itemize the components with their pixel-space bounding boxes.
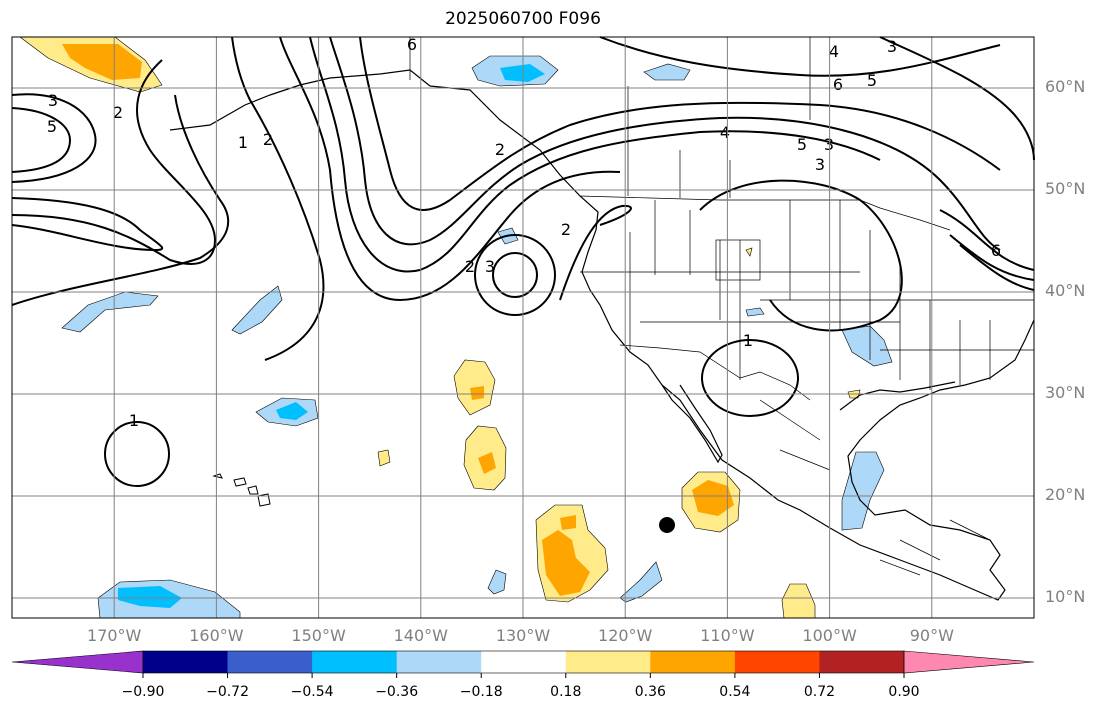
contours xyxy=(11,36,1035,487)
lon-label: 90°W xyxy=(909,626,954,645)
mexico-states xyxy=(759,399,991,576)
positive-anomaly-core xyxy=(560,515,576,530)
contour-label: 2 xyxy=(263,130,273,149)
contour-label: 5 xyxy=(797,135,807,154)
north-america-coastline xyxy=(429,85,1035,601)
contour-label: 2 xyxy=(495,140,505,159)
baja-coastline xyxy=(661,384,723,464)
lat-label: 10°N xyxy=(1045,587,1086,606)
colorbar-tick-label: −0.18 xyxy=(459,684,503,700)
colorbar-tick-label: −0.36 xyxy=(375,684,419,700)
positive-anomaly-core xyxy=(542,530,590,596)
contour-label: 1 xyxy=(743,331,753,350)
map-title: 2025060700 F096 xyxy=(445,9,601,29)
colorbar-segment xyxy=(650,651,736,673)
colorbar-segment xyxy=(734,651,820,673)
colorbar xyxy=(11,650,1035,678)
contour-label: 2 xyxy=(113,103,123,122)
colorbar-segment xyxy=(227,651,313,673)
location-marker xyxy=(659,517,675,533)
colorbar-tick-label: 0.90 xyxy=(888,684,920,700)
colorbar-segment xyxy=(819,651,905,673)
lat-label: 40°N xyxy=(1045,281,1086,300)
positive-anomaly-core xyxy=(62,44,142,80)
colorbar-extend-max xyxy=(903,650,1035,674)
lon-label: 110°W xyxy=(700,626,755,645)
negative-anomaly-region xyxy=(745,307,765,317)
contour-label: 1 xyxy=(238,133,248,152)
contour-label: 3 xyxy=(824,135,834,154)
colorbar-tick-label: 0.36 xyxy=(634,684,666,700)
lon-label: 100°W xyxy=(802,626,857,645)
map-border xyxy=(11,36,1035,619)
lon-label: 170°W xyxy=(87,626,142,645)
contour-label: 3 xyxy=(485,257,495,276)
contour-label: 6 xyxy=(833,75,843,94)
colorbar-tick-label: 0.54 xyxy=(719,684,751,700)
lat-label: 50°N xyxy=(1045,179,1086,198)
lon-label: 160°W xyxy=(189,626,244,645)
contour-label: 3 xyxy=(815,155,825,174)
contour-label: 5 xyxy=(867,71,877,90)
colorbar-segment xyxy=(565,651,651,673)
contour-label: 4 xyxy=(829,42,839,61)
us-canada-border xyxy=(579,195,951,231)
negative-anomaly-region xyxy=(487,569,507,595)
contour-low-offshore xyxy=(474,234,556,316)
negative-anomaly-core xyxy=(118,586,182,608)
positive-anomaly-core xyxy=(478,452,496,474)
contour-label: 4 xyxy=(720,123,730,142)
colorbar-tick-label: 0.72 xyxy=(803,684,836,700)
contour-low xyxy=(104,421,170,487)
contour-mexico-low xyxy=(701,339,799,417)
lon-label: 130°W xyxy=(495,626,551,645)
positive-anomaly-region xyxy=(745,247,753,257)
colorbar-segment xyxy=(312,651,398,673)
contour-label: 3 xyxy=(48,91,58,110)
positive-anomaly-core xyxy=(692,480,734,516)
colorbar-segment xyxy=(396,651,482,673)
colorbar-tick-label: −0.72 xyxy=(206,684,249,700)
colorbar-tick-label: −0.54 xyxy=(290,684,334,700)
lat-label: 20°N xyxy=(1045,485,1086,504)
colorbar-extend-min xyxy=(11,650,144,674)
hawaii-islands xyxy=(212,473,271,507)
lat-label: 30°N xyxy=(1045,383,1086,402)
contour-label: 6 xyxy=(991,241,1001,260)
lon-label: 150°W xyxy=(291,626,346,645)
negative-anomaly-core xyxy=(276,402,308,420)
contour-label: 2 xyxy=(561,220,571,239)
positive-anomaly-core xyxy=(470,386,484,400)
colorbar-outline xyxy=(142,650,905,674)
contour-label: 3 xyxy=(887,37,897,56)
lon-label: 120°W xyxy=(598,626,653,645)
contour-label: 2 xyxy=(465,257,475,276)
negative-anomaly-region xyxy=(643,63,691,81)
colorbar-segment xyxy=(143,651,229,673)
negative-anomaly-region xyxy=(231,285,283,335)
gridlines xyxy=(12,37,1034,618)
contour-label: 1 xyxy=(129,411,139,430)
lat-label: 60°N xyxy=(1045,77,1086,96)
negative-anomaly-region xyxy=(841,451,885,531)
colorado-outline xyxy=(715,239,761,281)
colorbar-tick-label: 0.18 xyxy=(550,684,582,700)
contour-label: 5 xyxy=(47,117,57,136)
positive-anomaly-region xyxy=(377,449,391,467)
colorbar-tick-label: −0.90 xyxy=(121,684,165,700)
lon-label: 140°W xyxy=(393,626,448,645)
colorbar-segment xyxy=(481,651,567,673)
negative-anomaly-region xyxy=(61,291,159,333)
contour-label: 6 xyxy=(407,35,417,54)
negative-anomaly-region xyxy=(619,561,663,603)
